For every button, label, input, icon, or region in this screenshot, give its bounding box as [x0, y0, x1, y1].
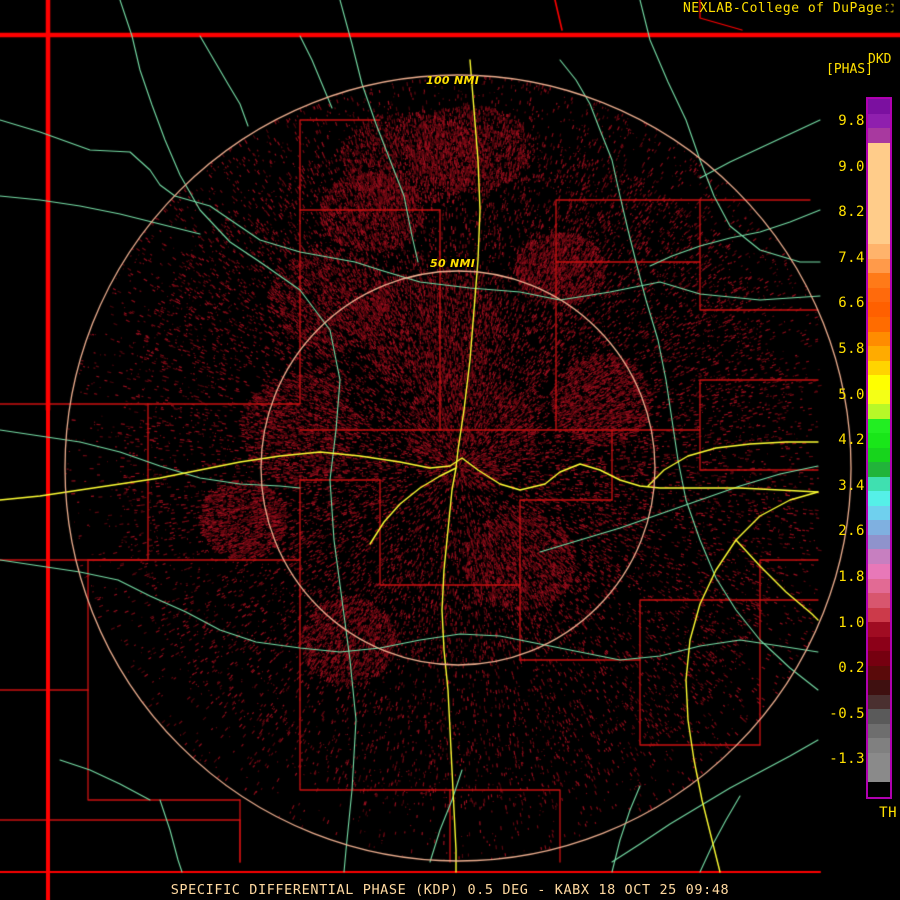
colorbar-tick: 1.0	[838, 614, 865, 631]
colorbar-segment	[868, 433, 890, 448]
colorbar-tick: -0.5	[829, 705, 865, 722]
colorbar-segment	[868, 346, 890, 361]
colorbar-segment	[868, 99, 890, 114]
colorbar-segment	[868, 200, 890, 216]
colorbar-segment	[868, 680, 890, 695]
colorbar-tick: 3.4	[838, 477, 865, 494]
colorbar-segment	[868, 738, 890, 753]
colorbar-segment	[868, 636, 890, 652]
colorbar-tick: 0.2	[838, 660, 865, 677]
colorbar-segment	[868, 462, 890, 477]
range-ring-label-50nmi: 50 NMI	[430, 257, 476, 270]
colorbar-segment	[868, 491, 890, 506]
colorbar-tick: 8.2	[838, 204, 865, 221]
colorbar-segment	[868, 607, 890, 623]
colorbar-segment	[868, 549, 890, 564]
colorbar-segment	[868, 564, 890, 579]
brand-mark-icon: ⛶	[885, 2, 894, 15]
colorbar-segment	[868, 273, 890, 288]
colorbar-segment	[868, 113, 890, 129]
range-ring-label-100nmi: 100 NMI	[426, 74, 480, 87]
colorbar-tick: 2.6	[838, 523, 865, 540]
colorbar-segment	[868, 781, 890, 797]
colorbar-tick: 9.8	[838, 113, 865, 129]
colorbar-segment	[868, 171, 890, 187]
colorbar-segment	[868, 593, 890, 608]
colorbar-segment	[868, 723, 890, 739]
colorbar-product-label: [PHAS]	[826, 62, 873, 77]
colorbar-segment	[868, 302, 890, 317]
colorbar-segment	[868, 447, 890, 463]
colorbar-gradient	[866, 97, 892, 799]
colorbar-segment	[868, 651, 890, 666]
colorbar-tick: 4.2	[838, 432, 865, 449]
colorbar-segment	[868, 622, 890, 637]
colorbar-segment	[868, 157, 890, 172]
colorbar-segment	[868, 375, 890, 390]
colorbar-tick: 6.6	[838, 295, 865, 312]
colorbar-segment	[868, 244, 890, 259]
colorbar-segment	[868, 767, 890, 782]
colorbar-segment	[868, 389, 890, 405]
colorbar-site-label: DKD	[868, 52, 892, 67]
colorbar-segment	[868, 287, 890, 303]
colorbar-segment	[868, 534, 890, 550]
brand-text: NEXLAB-College of DuPage	[682, 1, 883, 16]
colorbar-segment	[868, 709, 890, 724]
colorbar-tick: 9.0	[838, 158, 865, 175]
colorbar-segment	[868, 752, 890, 768]
colorbar-threshold-label: TH	[879, 805, 897, 821]
colorbar-segment	[868, 404, 890, 419]
colorbar-tick-labels: 9.8 9.0 8.2 7.4 6.6 5.8 5.0 4.2 3.4 2.6 1.8 1.0 0.2 -…	[824, 55, 866, 805]
colorbar-segment	[868, 215, 890, 230]
colorbar-segment	[868, 694, 890, 710]
colorbar-segment	[868, 505, 890, 521]
colorbar-segment	[868, 578, 890, 594]
colorbar-segment	[868, 520, 890, 535]
colorbar-segment	[868, 186, 890, 201]
colorbar-tick: -1.3	[829, 751, 865, 768]
brand-label: NEXLAB-College of DuPage ⛶	[683, 1, 894, 16]
colorbar-segment	[868, 128, 890, 143]
status-bar: SPECIFIC DIFFERENTIAL PHASE (KDP) 0.5 DE…	[170, 882, 730, 898]
colorbar-segment	[868, 142, 890, 158]
colorbar-tick: 7.4	[838, 249, 865, 266]
colorbar-segment	[868, 229, 890, 245]
colorbar-segment	[868, 360, 890, 376]
colorbar-segment	[868, 418, 890, 434]
colorbar-tick: 1.8	[838, 569, 865, 585]
colorbar-tick: 5.8	[838, 341, 865, 357]
colorbar-segment	[868, 331, 890, 347]
colorbar-tick: 5.0	[838, 386, 865, 403]
colorbar-segment	[868, 316, 890, 332]
colorbar-segment	[868, 258, 890, 274]
colorbar-segment	[868, 476, 890, 492]
colorbar: [PHAS] DKD 9.8 9.0 8.2 7.4 6.6 5.8 5.0 4.2 3.4 2.…	[824, 52, 898, 821]
colorbar-segment	[868, 665, 890, 681]
